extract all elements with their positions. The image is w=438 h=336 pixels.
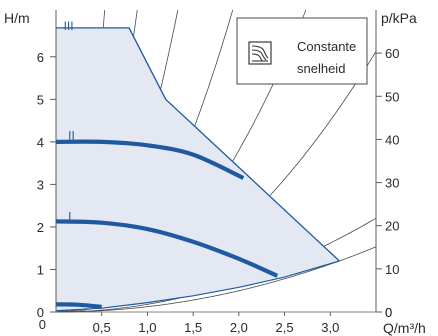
pump-curve-max bbox=[56, 27, 340, 262]
x-tick-label: 0,5 bbox=[93, 320, 111, 335]
y-right-tick-label: 50 bbox=[385, 89, 399, 104]
y-left-tick-label: 1 bbox=[37, 262, 44, 277]
origin-tick-label: 0 bbox=[39, 317, 46, 332]
y-right-tick-label: 30 bbox=[385, 176, 399, 191]
x-tick-label: 2,5 bbox=[276, 320, 294, 335]
y-left-tick-label: 5 bbox=[37, 92, 44, 107]
y-left-tick-label: 3 bbox=[37, 177, 44, 192]
legend-label-line1: Constante bbox=[297, 39, 356, 54]
y-left-tick-label: 2 bbox=[37, 220, 44, 235]
pump-curve-ii bbox=[55, 139, 245, 180]
operating-area-fill bbox=[56, 27, 340, 311]
x-tick-label: 1,5 bbox=[184, 320, 202, 335]
speed-label: I bbox=[68, 209, 71, 223]
x-tick-label: 2,0 bbox=[230, 320, 248, 335]
operating-area bbox=[55, 27, 340, 312]
pump-curve-i bbox=[55, 219, 279, 278]
y-axis-left-title: H/m bbox=[4, 10, 30, 26]
legend: Constante snelheid bbox=[236, 17, 368, 85]
y-right-tick-label: 10 bbox=[385, 262, 399, 277]
speed-label: III bbox=[64, 19, 74, 33]
x-tick-label: 1,0 bbox=[138, 320, 156, 335]
x-axis-title: Q/m³/h bbox=[383, 320, 426, 336]
pump-curve-min bbox=[55, 302, 102, 309]
y-right-tick-label: 60 bbox=[385, 46, 399, 61]
y-right-tick-label: 20 bbox=[385, 219, 399, 234]
constant-speed-icon bbox=[248, 41, 272, 65]
legend-label-line2: snelheid bbox=[297, 61, 345, 76]
y-left-tick-label: 0 bbox=[37, 305, 44, 320]
pump-curves bbox=[55, 27, 340, 309]
axes bbox=[50, 10, 382, 316]
y-left-tick-label: 6 bbox=[37, 50, 44, 65]
y-right-tick-label: 0 bbox=[385, 305, 392, 320]
min-speed-curve bbox=[55, 260, 340, 312]
y-axis-right-title: p/kPa bbox=[381, 10, 417, 26]
speed-label: II bbox=[68, 129, 75, 143]
origin-right-tick-label: 0 bbox=[385, 305, 392, 320]
system-curve bbox=[56, 246, 377, 313]
y-left-tick-label: 4 bbox=[37, 135, 44, 150]
x-tick-label: 3,0 bbox=[321, 320, 339, 335]
y-right-tick-label: 40 bbox=[385, 132, 399, 147]
